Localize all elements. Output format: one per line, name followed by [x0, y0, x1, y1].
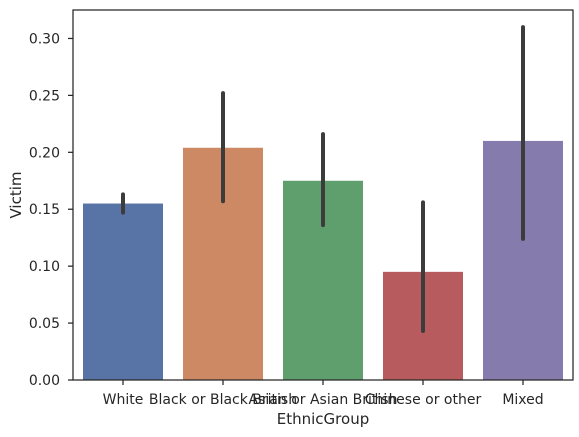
y-tick-label: 0.20 [29, 145, 60, 161]
x-tick-label: Chinese or other [365, 392, 482, 408]
bar [83, 204, 163, 380]
x-tick-label: Mixed [502, 392, 543, 408]
y-tick-label: 0.10 [29, 259, 60, 275]
y-axis: 0.00 0.05 0.10 0.15 0.20 0.25 0.30 [29, 31, 73, 389]
y-tick-label: 0.30 [29, 31, 60, 47]
y-axis-label: Victim [7, 171, 25, 218]
x-tick-label: White [103, 392, 144, 408]
y-tick-label: 0.15 [29, 202, 60, 218]
y-tick-label: 0.00 [29, 373, 60, 389]
y-tick-label: 0.05 [29, 316, 60, 332]
x-axis-label: EthnicGroup [277, 410, 369, 428]
y-tick-label: 0.25 [29, 88, 60, 104]
